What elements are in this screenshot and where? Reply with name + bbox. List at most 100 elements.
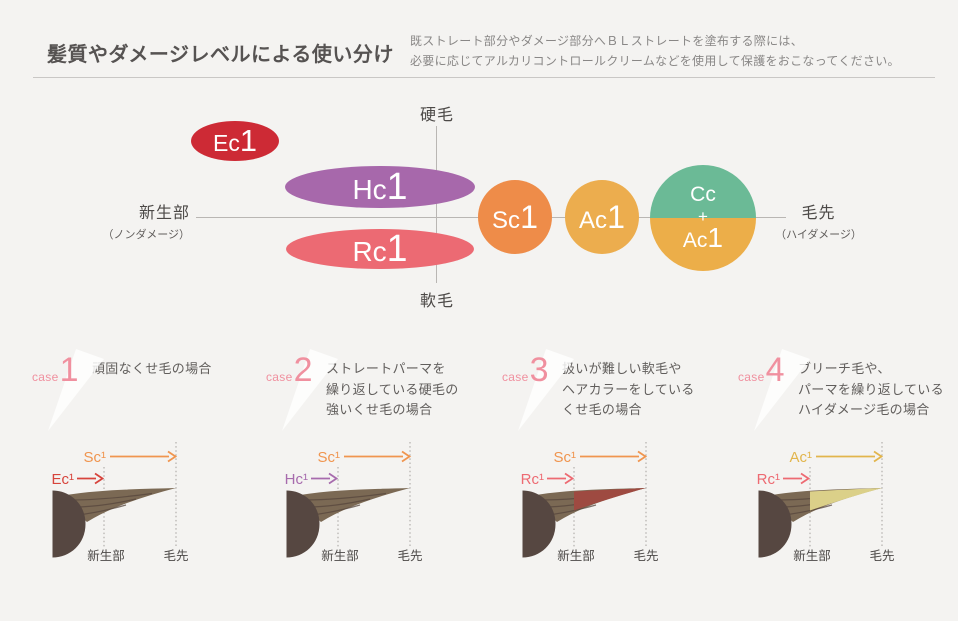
case-description: ストレートパーマを 繰り返している硬毛の 強いくせ毛の場合: [326, 355, 459, 421]
bottom-arrow-head-icon: [800, 472, 811, 485]
top-arrow-head-icon: [637, 450, 648, 463]
bottom-arrow-head-icon: [564, 472, 575, 485]
case-description-line: ブリーチ毛や、: [798, 361, 891, 376]
top-arrow-label: Sc¹: [318, 449, 341, 466]
hair-illustration: Sc¹ Ec¹ 新生部 毛先: [52, 442, 189, 563]
case-word: case: [738, 370, 765, 384]
case-description-line: 繰り返している硬毛の: [326, 381, 459, 397]
case-badge: case 1: [30, 349, 104, 431]
case-badge: case 2: [264, 349, 338, 431]
case-description-line: ハイダメージ毛の場合: [798, 402, 930, 417]
bubble-hc1-number: 1: [386, 165, 408, 208]
bubble-cc-text: Cc: [690, 183, 716, 206]
top-arrow-label: Sc¹: [84, 449, 107, 466]
hair-root-shape: [286, 490, 320, 558]
axis-label-hair-tip: 毛先 （ハイダメージ）: [770, 199, 867, 242]
hair-tip-overlay: [574, 488, 646, 511]
hair-tip-overlay: [810, 488, 882, 511]
bottom-arrow-label: Rc¹: [521, 471, 544, 488]
case-number: 1: [59, 351, 79, 389]
top-arrow-head-icon: [401, 450, 412, 463]
case-word: case: [32, 370, 59, 384]
case-badge: case 3: [500, 349, 574, 431]
hair-streak: [303, 492, 387, 501]
bubble-ac1-number: 1: [607, 198, 625, 235]
case-header: case 2 ストレートパーマを 繰り返している硬毛の 強いくせ毛の場合: [264, 349, 496, 431]
axis-label-new-growth-sub: （ノンダメージ）: [102, 229, 190, 241]
case-word: case: [502, 370, 529, 384]
triangle-decoration-icon: [754, 349, 810, 431]
hair-strand: [66, 488, 176, 522]
triangle-decoration-icon: [48, 349, 104, 431]
hair-streak: [69, 492, 153, 501]
header-divider: [33, 77, 935, 78]
bottom-arrow-label: Hc¹: [285, 471, 308, 488]
triangle-decoration-icon: [282, 349, 338, 431]
case-description-line: 強いくせ毛の場合: [326, 402, 433, 417]
bubble-cc-plus-ac1: Cc + Ac1: [650, 165, 756, 271]
case-block: case 4 ブリーチ毛や、 パーマを繰り返している ハイダメージ毛の場合 Ac: [736, 349, 958, 595]
axis-label-new-growth: 新生部 （ノンダメージ）: [60, 199, 190, 242]
top-arrow-label: Sc¹: [554, 449, 577, 466]
top-arrow-label: Ac¹: [790, 449, 813, 466]
axis-label-hair-tip-main: 毛先: [801, 205, 836, 222]
case-description-line: 扱いが難しい軟毛や: [562, 361, 682, 376]
bubble-plus-sign: +: [698, 207, 708, 226]
bubble-ccac-ac-text: Ac: [682, 229, 708, 252]
case-block: case 3 扱いが難しい軟毛や ヘアカラーをしている くせ毛の場合 Sc¹: [500, 349, 732, 595]
label-new-growth: 新生部: [321, 548, 359, 563]
header-note-line2: 必要に応じてアルカリコントロールクリームなどを使用して保護をおこなってください。: [410, 54, 900, 68]
bubble-hc1-text: Hc: [352, 174, 387, 206]
hair-root-shape: [758, 490, 792, 558]
label-new-growth: 新生部: [793, 548, 831, 563]
bubble-ac1: Ac1: [565, 180, 639, 254]
bubble-ec1-number: 1: [239, 122, 257, 158]
case-number: 3: [529, 351, 549, 389]
case-description-line: 頑固なくせ毛の場合: [92, 361, 212, 376]
hair-illustration: Ac¹ Rc¹ 新生部 毛先: [757, 442, 895, 563]
top-arrow-head-icon: [873, 450, 884, 463]
label-new-growth: 新生部: [557, 548, 595, 563]
case-block: case 1 頑固なくせ毛の場合 Sc¹: [30, 349, 262, 595]
case-description: 頑固なくせ毛の場合: [92, 355, 212, 385]
case-word: case: [266, 370, 293, 384]
case-header: case 4 ブリーチ毛や、 パーマを繰り返している ハイダメージ毛の場合: [736, 349, 958, 431]
hair-root-shape: [52, 490, 86, 558]
case-description-line: パーマを繰り返している: [798, 381, 944, 397]
axis-label-new-growth-main: 新生部: [138, 205, 190, 222]
bubble-ec1: Ec1: [191, 121, 279, 161]
bubble-rc1: Rc1: [286, 229, 474, 269]
case-header: case 3 扱いが難しい軟毛や ヘアカラーをしている くせ毛の場合: [500, 349, 732, 431]
bubble-ccac-number: 1: [707, 222, 724, 253]
hair-strand: [536, 488, 646, 522]
case-description-line: ヘアカラーをしている: [562, 381, 695, 397]
vertical-axis-line: [436, 126, 437, 283]
label-hair-tip: 毛先: [633, 549, 658, 563]
bottom-arrow-label: Rc¹: [757, 471, 780, 488]
triangle-decoration-icon: [518, 349, 574, 431]
header-note-line1: 既ストレート部分やダメージ部分へＢＬストレートを塗布する際には、: [410, 34, 804, 48]
label-new-growth: 新生部: [87, 548, 125, 563]
bubble-sc1-number: 1: [520, 198, 538, 235]
hair-illustration: Sc¹ Hc¹ 新生部 毛先: [285, 442, 423, 563]
bubble-hc1: Hc1: [285, 166, 475, 208]
bubble-rc1-text: Rc: [352, 236, 387, 268]
hair-strand: [772, 488, 882, 522]
axis-label-hair-tip-sub: （ハイダメージ）: [775, 229, 862, 241]
case-description: 扱いが難しい軟毛や ヘアカラーをしている くせ毛の場合: [562, 355, 695, 421]
bottom-arrow-head-icon: [328, 472, 339, 485]
case-number: 4: [765, 351, 785, 389]
bubble-ec1-text: Ec: [213, 129, 240, 156]
bubble-rc1-number: 1: [386, 227, 408, 270]
bubble-sc1-text: Sc: [492, 206, 521, 234]
bottom-arrow-label: Ec¹: [52, 471, 75, 488]
label-hair-tip: 毛先: [869, 549, 894, 563]
axis-label-soft-hair: 軟毛: [419, 293, 454, 310]
case-description-line: くせ毛の場合: [562, 402, 642, 417]
case-number: 2: [293, 351, 313, 389]
case-badge: case 4: [736, 349, 810, 431]
axis-label-hard-hair: 硬毛: [419, 107, 454, 124]
bubble-ac1-text: Ac: [579, 206, 608, 234]
case-description: ブリーチ毛や、 パーマを繰り返している ハイダメージ毛の場合: [798, 355, 944, 421]
